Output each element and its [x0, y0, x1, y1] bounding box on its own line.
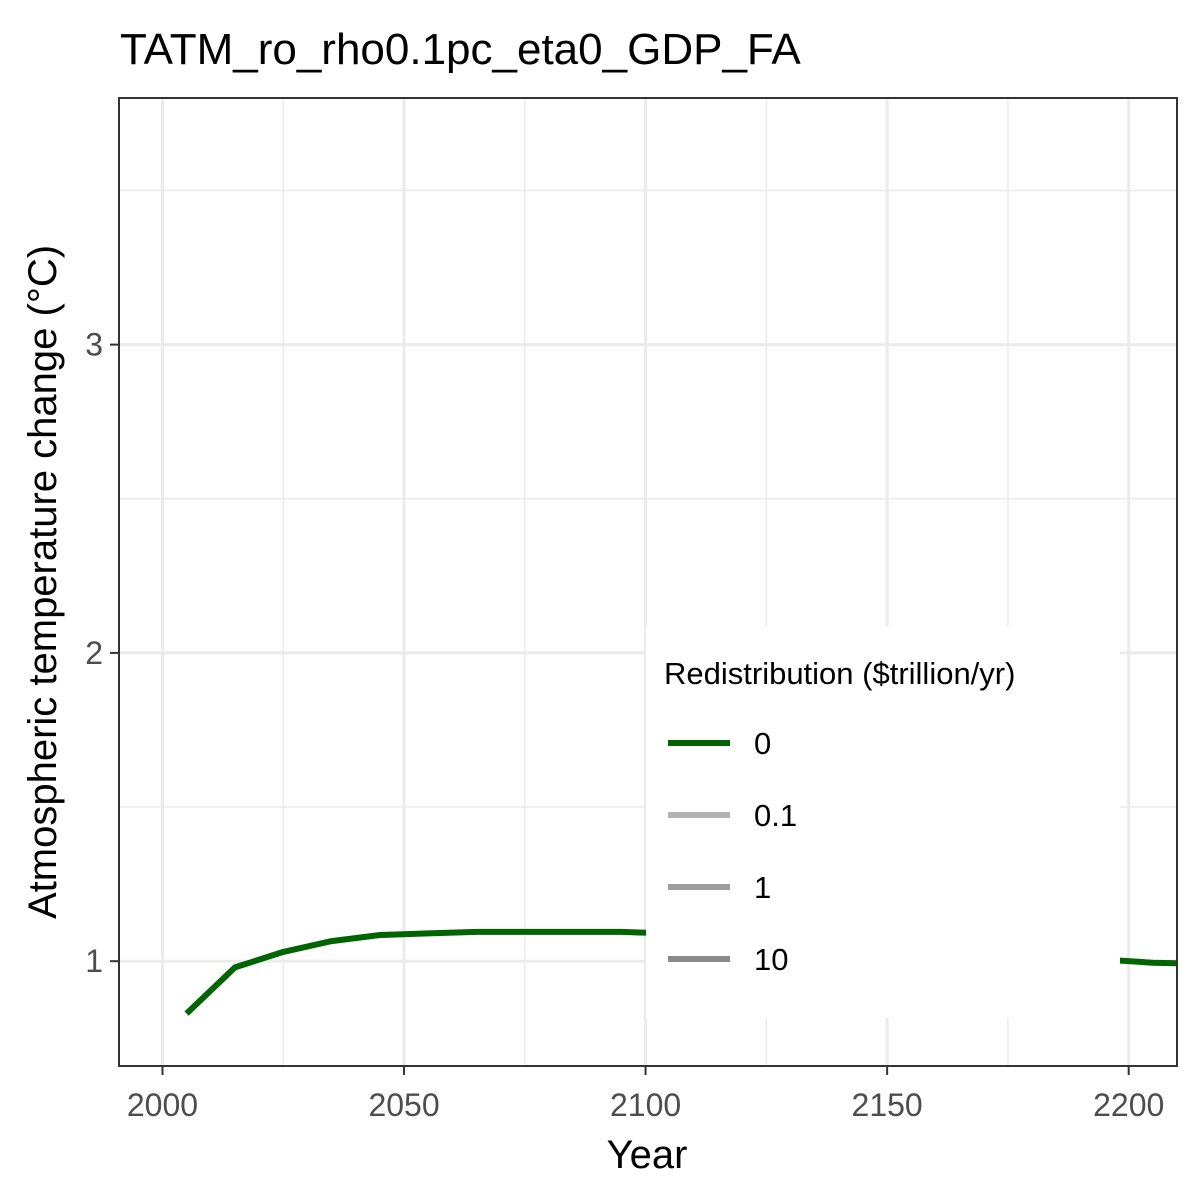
legend-label: 1	[754, 870, 771, 905]
y-tick-label: 1	[85, 943, 103, 979]
x-tick-label: 2150	[852, 1087, 923, 1123]
legend-entries: 0 0.1 1 10	[668, 726, 797, 977]
legend: Redistribution ($trillion/yr) 0 0.1 1 10	[646, 626, 1120, 1018]
y-tick-label: 3	[85, 327, 103, 363]
x-axis-label: Year	[607, 1133, 688, 1177]
x-tick-label: 2000	[127, 1087, 198, 1123]
y-tick-label: 2	[85, 635, 103, 671]
x-tick-label: 2100	[610, 1087, 681, 1123]
x-tick-label: 2050	[368, 1087, 439, 1123]
plot-border	[118, 97, 1178, 1067]
gridlines	[119, 98, 1177, 1066]
legend-label: 0	[754, 726, 771, 761]
legend-title: Redistribution ($trillion/yr)	[664, 656, 1015, 691]
axes: 2000 2050 2100 2150 2200 1 2 3	[85, 327, 1164, 1123]
legend-background	[646, 626, 1120, 1018]
legend-label: 0.1	[754, 798, 797, 833]
chart-title: TATM_ro_rho0.1pc_eta0_GDP_FA	[120, 25, 801, 74]
x-tick-label: 2200	[1093, 1087, 1164, 1123]
y-axis-label: Atmospheric temperature change (°C)	[21, 245, 65, 919]
legend-label: 10	[754, 942, 788, 977]
